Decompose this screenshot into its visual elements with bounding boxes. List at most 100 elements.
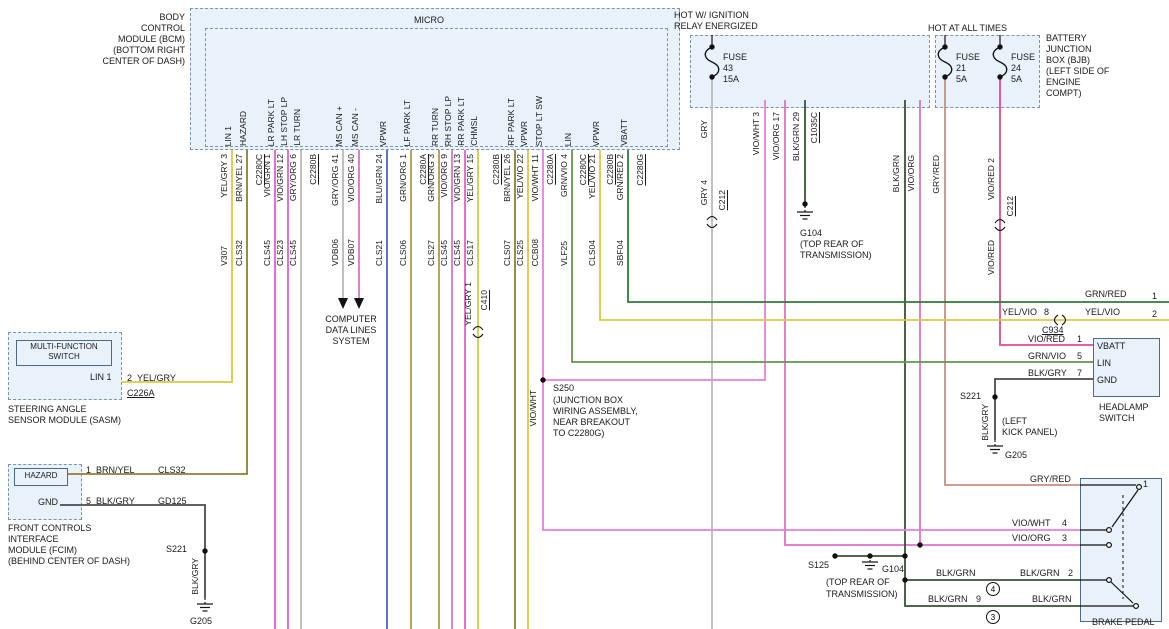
bcm-circuit-label-11: CLS45	[452, 240, 462, 266]
circled-pin	[986, 582, 1000, 596]
bcm-wire-label-10: VIO/ORG 9	[439, 154, 449, 198]
fcim-circ2-label: GD125	[158, 496, 187, 506]
arrow-icon	[338, 298, 348, 309]
bcm-wire-label-7: BLU/GRN 24	[374, 154, 384, 204]
connector-icon	[472, 325, 484, 339]
blk-grn-line2-left-pin: 9	[976, 594, 982, 604]
bcm-wire-label-11: VIO/GRN 13	[452, 154, 462, 202]
headlamp-pin-lin: LIN	[1097, 358, 1112, 368]
g104-top-1: G104	[800, 228, 823, 238]
gry-pin4-label: GRY 4	[699, 180, 709, 206]
bcm-wire-label-12: YEL/GRY 15	[465, 154, 475, 203]
bcm-circuit-label-15: CCB08	[530, 238, 540, 266]
vio-org-17-label: VIO/ORG 17	[771, 112, 781, 161]
circled-pin-number: 3	[991, 613, 996, 622]
ignition-relay-box	[690, 35, 930, 108]
s221-right-label: S221	[960, 391, 982, 401]
bcm-circuit-label-18: SBF04	[615, 240, 625, 266]
bcm-circuit-label-13: CLS07	[502, 240, 512, 266]
splice-dot	[902, 553, 908, 559]
sasm-1: STEERING ANGLE	[8, 404, 87, 414]
headlamp-pin-gnd: GND	[1097, 375, 1117, 385]
bcm-pin-label-12: CHMSL	[469, 116, 479, 146]
fuse24-label-1: FUSE	[1011, 52, 1036, 62]
wire-vio-org-c1035	[784, 100, 1080, 546]
bcm-wire-label-5: GRY/ORG 41	[330, 154, 340, 206]
bcm-connector-label-0: C2280C	[254, 154, 264, 186]
switch-contact	[1105, 526, 1112, 533]
blk-grn-line2-left: BLK/GRN	[928, 594, 968, 604]
wire-bcm-hazard	[68, 150, 248, 475]
blk-gry-7-label: BLK/GRY	[1028, 368, 1067, 378]
s221-left-label: S221	[166, 544, 188, 554]
bcm-wire-label-17: YEL/VIO 21	[587, 154, 597, 199]
bcm-wire-label-15: VIO/WHT 11	[530, 154, 540, 202]
hot-ignition-1: HOT W/ IGNITION	[674, 10, 749, 20]
blk-grn-29-label: BLK/GRN 29	[791, 112, 801, 162]
bcm-pin-label-5: MS CAN +	[334, 105, 344, 146]
s125-label: S125	[808, 560, 830, 570]
connector-icon	[1053, 314, 1067, 326]
bcm-wire-label-4: GRY/ORG 6	[288, 154, 298, 202]
bcm-pin-label-0: LIN 1	[223, 125, 233, 146]
mfs-wire-label: YEL/GRY	[137, 373, 176, 383]
bcm-pin-label-1: HAZARD	[238, 111, 248, 146]
vio-red-2-label: VIO/RED 2	[986, 158, 996, 201]
micro-label: MICRO	[414, 15, 444, 25]
grn-vio-5-label: GRN/VIO	[1028, 351, 1067, 361]
fcim-name-1: FRONT CONTROLS	[8, 523, 92, 533]
bcm-wire-label-0: YEL/GRY 3	[219, 154, 229, 198]
fcim-name-3: MODULE (FCIM)	[8, 545, 77, 555]
c1035c-label: C1035C	[809, 112, 819, 144]
connector-icon	[994, 218, 1006, 232]
bcm-connector-label-1: C2280B	[308, 154, 318, 185]
switch-contact	[1132, 602, 1139, 609]
bcm-pin-label-11: RR PARK LT	[456, 97, 466, 146]
fcim-wire2-label: BLK/GRY	[96, 496, 135, 506]
bcm-circuit-label-12: CLS17	[465, 240, 475, 266]
bcm-wire-label-13: BRN/YEL 26	[502, 154, 512, 202]
vio-org-3-pin: 3	[1062, 533, 1068, 543]
g205-left-label: G205	[190, 616, 213, 626]
bcm-connector-label-2: C2280A	[418, 154, 428, 185]
bjb-2: JUNCTION	[1046, 44, 1092, 54]
circled-pin-number: 4	[991, 585, 996, 594]
s250-desc-4: TO C2280G)	[553, 428, 605, 438]
s250-label: S250	[553, 383, 575, 393]
fuse21-label-2: 21	[956, 63, 967, 73]
vio-wht-4-pin: 4	[1062, 518, 1068, 528]
bjb-1: BATTERY	[1046, 33, 1087, 43]
wire-vio-wht-branch	[543, 100, 766, 381]
switch-contact	[1105, 576, 1112, 583]
bcm-title-4: (BOTTOM RIGHT	[113, 45, 185, 55]
fuse43-label-1: FUSE	[723, 52, 748, 62]
bcm-circuit-label-16: VLF25	[559, 240, 569, 266]
vio-org-3-label: VIO/ORG	[1012, 533, 1051, 543]
bcm-circuit-label-2: CLS45	[262, 240, 272, 266]
fuse43-label-3: 15A	[723, 74, 740, 84]
headlamp-name-1: HEADLAMP	[1099, 402, 1149, 412]
multifunction-switch-inner-box	[16, 340, 112, 366]
bcm-connector-label-6: C2280B	[605, 154, 615, 185]
wire-bcm-stop-lt-sw	[542, 150, 1080, 531]
c226a-label: C226A	[127, 388, 155, 398]
bcm-title-5: CENTER OF DASH)	[102, 56, 185, 66]
brake-pin1: 1	[1143, 479, 1149, 489]
mfs-name-2: SWITCH	[48, 352, 80, 361]
bjb-3: BOX (BJB)	[1046, 55, 1091, 65]
kick-panel-2: KICK PANEL)	[1002, 427, 1058, 437]
bcm-pin-label-15: STOP LT SW	[534, 95, 544, 146]
bcm-pin-label-16: LIN	[563, 132, 573, 146]
gry-red-vert-label: GRY/RED	[931, 155, 941, 194]
wire-blk-gry-headlamp-gnd	[994, 378, 1093, 440]
bcm-connector-label-4: C2280A	[545, 154, 555, 185]
switch-contact	[1105, 541, 1112, 548]
bcm-wire-label-3: VIO/GRN 12	[275, 154, 285, 202]
bcm-pin-label-3: LH STOP LP	[279, 97, 289, 146]
blk-gry-rot-right: BLK/GRY	[980, 404, 990, 441]
blk-grn-line2-right: BLK/GRN	[1032, 594, 1072, 604]
g205-right-label: G205	[1005, 450, 1028, 460]
bcm-pin-label-8: LF PARK LT	[402, 99, 412, 146]
wire-bcm-lin-1	[122, 150, 233, 383]
fcim-name-2: INTERFACE	[8, 534, 59, 544]
